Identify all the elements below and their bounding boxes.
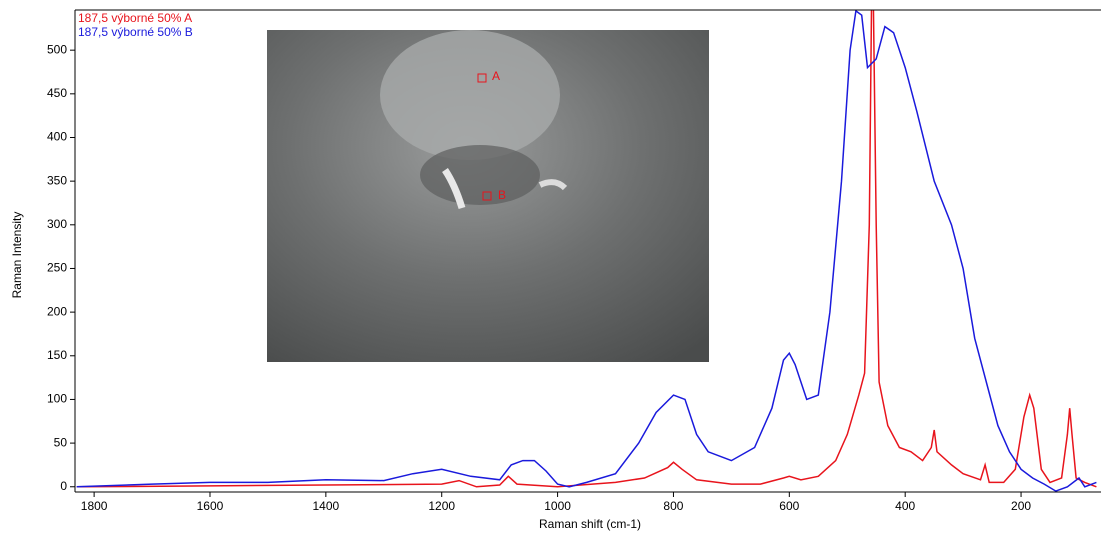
spectrum-line — [76, 10, 1097, 492]
y-tick-label: 450 — [47, 86, 67, 100]
y-tick-label: 300 — [47, 217, 67, 231]
x-tick-label: 200 — [1011, 499, 1031, 513]
legend-entry: 187,5 výborné 50% A — [78, 11, 192, 25]
inset-photo — [267, 30, 709, 362]
y-axis-title: Raman Intensity — [10, 212, 24, 299]
marker-label: A — [492, 69, 500, 83]
legend-entry: 187,5 výborné 50% B — [78, 25, 193, 39]
y-tick-label: 200 — [47, 304, 67, 318]
y-tick-label: 500 — [47, 42, 67, 56]
y-tick-label: 400 — [47, 130, 67, 144]
x-tick-label: 400 — [895, 499, 915, 513]
y-tick-label: 250 — [47, 261, 67, 275]
y-tick-label: 150 — [47, 348, 67, 362]
y-tick-label: 350 — [47, 173, 67, 187]
y-tick-label: 50 — [54, 435, 68, 449]
x-tick-label: 800 — [663, 499, 683, 513]
x-axis-title: Raman shift (cm-1) — [539, 517, 641, 531]
x-tick-label: 1000 — [544, 499, 571, 513]
marker-label: B — [498, 188, 506, 202]
x-tick-label: 1600 — [197, 499, 224, 513]
x-tick-label: 1800 — [81, 499, 108, 513]
x-tick-label: 600 — [779, 499, 799, 513]
x-tick-label: 1200 — [428, 499, 455, 513]
y-tick-label: 0 — [60, 479, 67, 493]
y-tick-label: 100 — [47, 392, 67, 406]
x-tick-label: 1400 — [312, 499, 339, 513]
